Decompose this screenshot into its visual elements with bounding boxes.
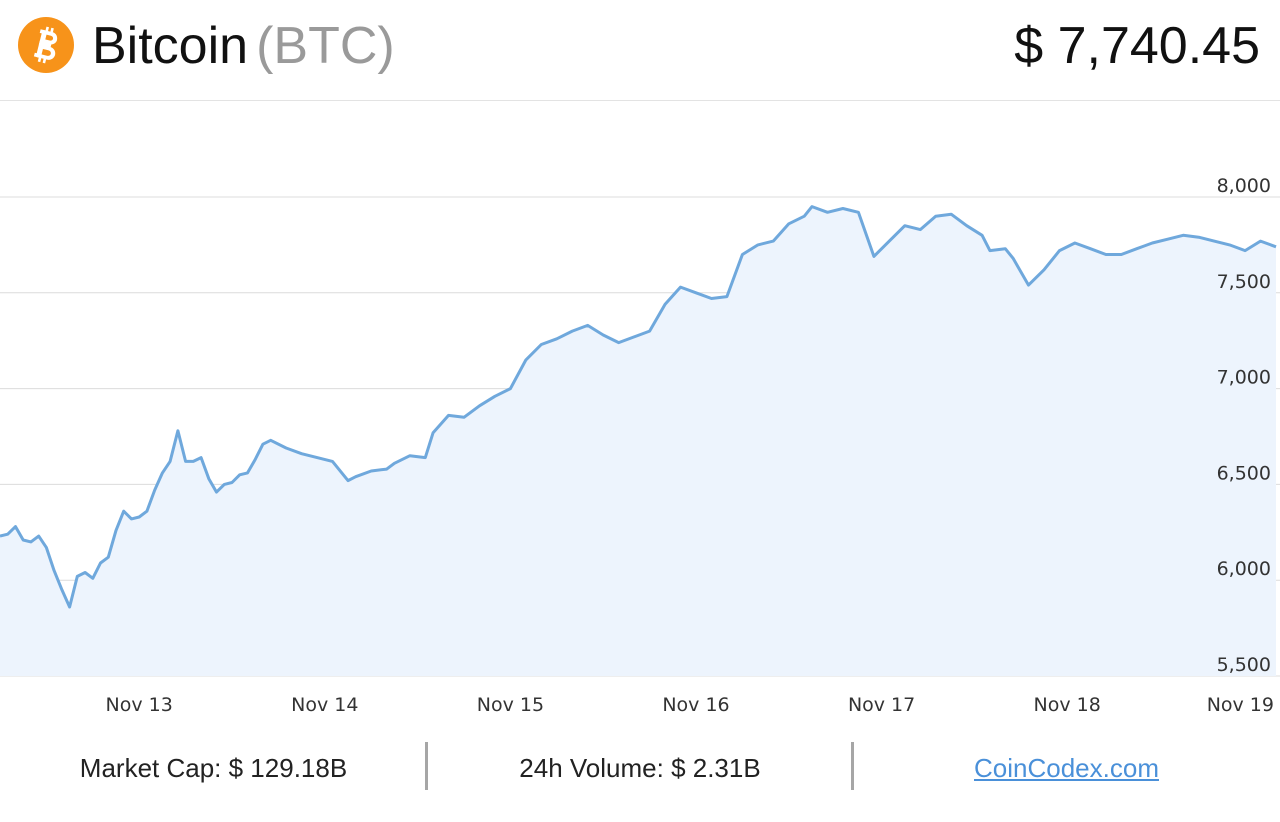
y-tick-label: 7,500 [1217,271,1271,293]
price-area-fill [0,206,1276,676]
coin-price: $ 7,740.45 [1014,17,1260,75]
x-tick-label: Nov 18 [1034,694,1101,716]
bitcoin-icon [18,17,74,73]
coin-title: Bitcoin (BTC) [92,14,395,78]
footer-divider [851,742,854,790]
x-tick-label: Nov 15 [477,694,544,716]
price-line [0,205,1277,609]
coincodex-link[interactable]: CoinCodex.com [974,753,1159,783]
x-tick-label: Nov 16 [662,694,729,716]
footer-divider [425,742,428,790]
x-axis-ticks: Nov 13 Nov 14 Nov 15 Nov 16 Nov 17 Nov 18 Nov … [106,694,1274,716]
volume-24h: 24h Volume: $ 2.31B [519,753,761,783]
x-tick-label: Nov 17 [848,694,915,716]
y-axis-ticks: 8,000 7,500 7,000 6,500 6,000 5,500 [1217,175,1271,676]
x-tick-label: Nov 13 [106,694,173,716]
source-link-cell: CoinCodex.com [853,738,1280,794]
y-tick-label: 6,500 [1217,462,1271,484]
coin-symbol: (BTC) [256,17,395,75]
y-tick-label: 7,000 [1217,367,1271,389]
x-tick-label: Nov 14 [291,694,358,716]
x-tick-label: Nov 19 [1207,694,1274,716]
stats-footer: Market Cap: $ 129.18B 24h Volume: $ 2.31… [0,738,1280,794]
coin-name: Bitcoin [92,17,249,75]
y-tick-label: 5,500 [1217,654,1271,676]
y-tick-label: 6,000 [1217,558,1271,580]
header: Bitcoin (BTC) $ 7,740.45 [0,0,1280,101]
market-cap: Market Cap: $ 129.18B [79,753,348,783]
y-tick-label: 8,000 [1217,175,1271,197]
